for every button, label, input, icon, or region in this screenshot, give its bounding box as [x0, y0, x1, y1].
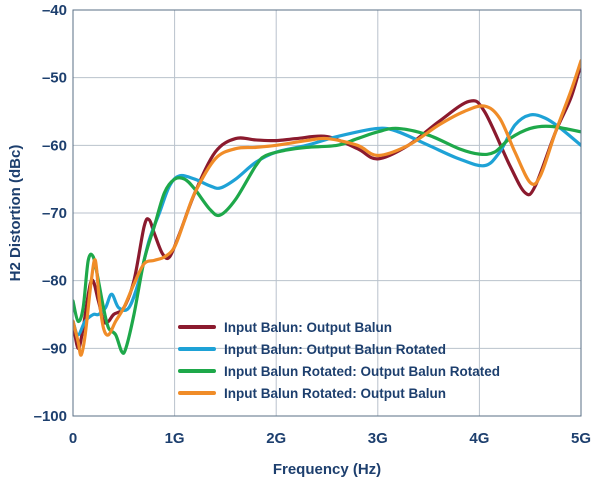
y-tick-label: –40 — [42, 2, 67, 19]
x-tick-label: 1G — [165, 430, 185, 447]
legend-label: Input Balun: Output Balun Rotated — [224, 342, 446, 357]
y-tick-label: –70 — [42, 205, 67, 222]
y-tick-label: –90 — [42, 340, 67, 357]
x-tick-label: 4G — [469, 430, 489, 447]
x-tick-label: 2G — [266, 430, 286, 447]
plot-frame — [72, 9, 582, 417]
y-axis-title: H2 Distortion (dBc) — [7, 145, 24, 282]
x-axis-ticks: 0 1G 2G 3G 4G 5G — [69, 430, 591, 447]
x-tick-label: 0 — [69, 430, 77, 447]
series-line-4 — [73, 59, 581, 357]
series-line-1 — [73, 62, 581, 350]
legend-label: Input Balun Rotated: Output Balun — [224, 386, 446, 401]
x-tick-label: 5G — [571, 430, 591, 447]
legend: Input Balun: Output Balun Input Balun: Ou… — [178, 320, 500, 401]
y-tick-label: –60 — [42, 137, 67, 154]
y-axis-ticks: –100 –90 –80 –70 –60 –50 –40 — [34, 2, 67, 425]
legend-label: Input Balun Rotated: Output Balun Rotate… — [224, 364, 500, 379]
legend-label: Input Balun: Output Balun — [224, 320, 392, 335]
y-tick-label: –50 — [42, 70, 67, 87]
series-line-2 — [73, 113, 581, 337]
series-line-3 — [73, 124, 581, 355]
y-tick-label: –80 — [42, 273, 67, 290]
x-tick-label: 3G — [368, 430, 388, 447]
y-tick-label: –100 — [34, 408, 67, 425]
x-axis-title: Frequency (Hz) — [273, 461, 381, 478]
series-lines — [73, 59, 581, 357]
